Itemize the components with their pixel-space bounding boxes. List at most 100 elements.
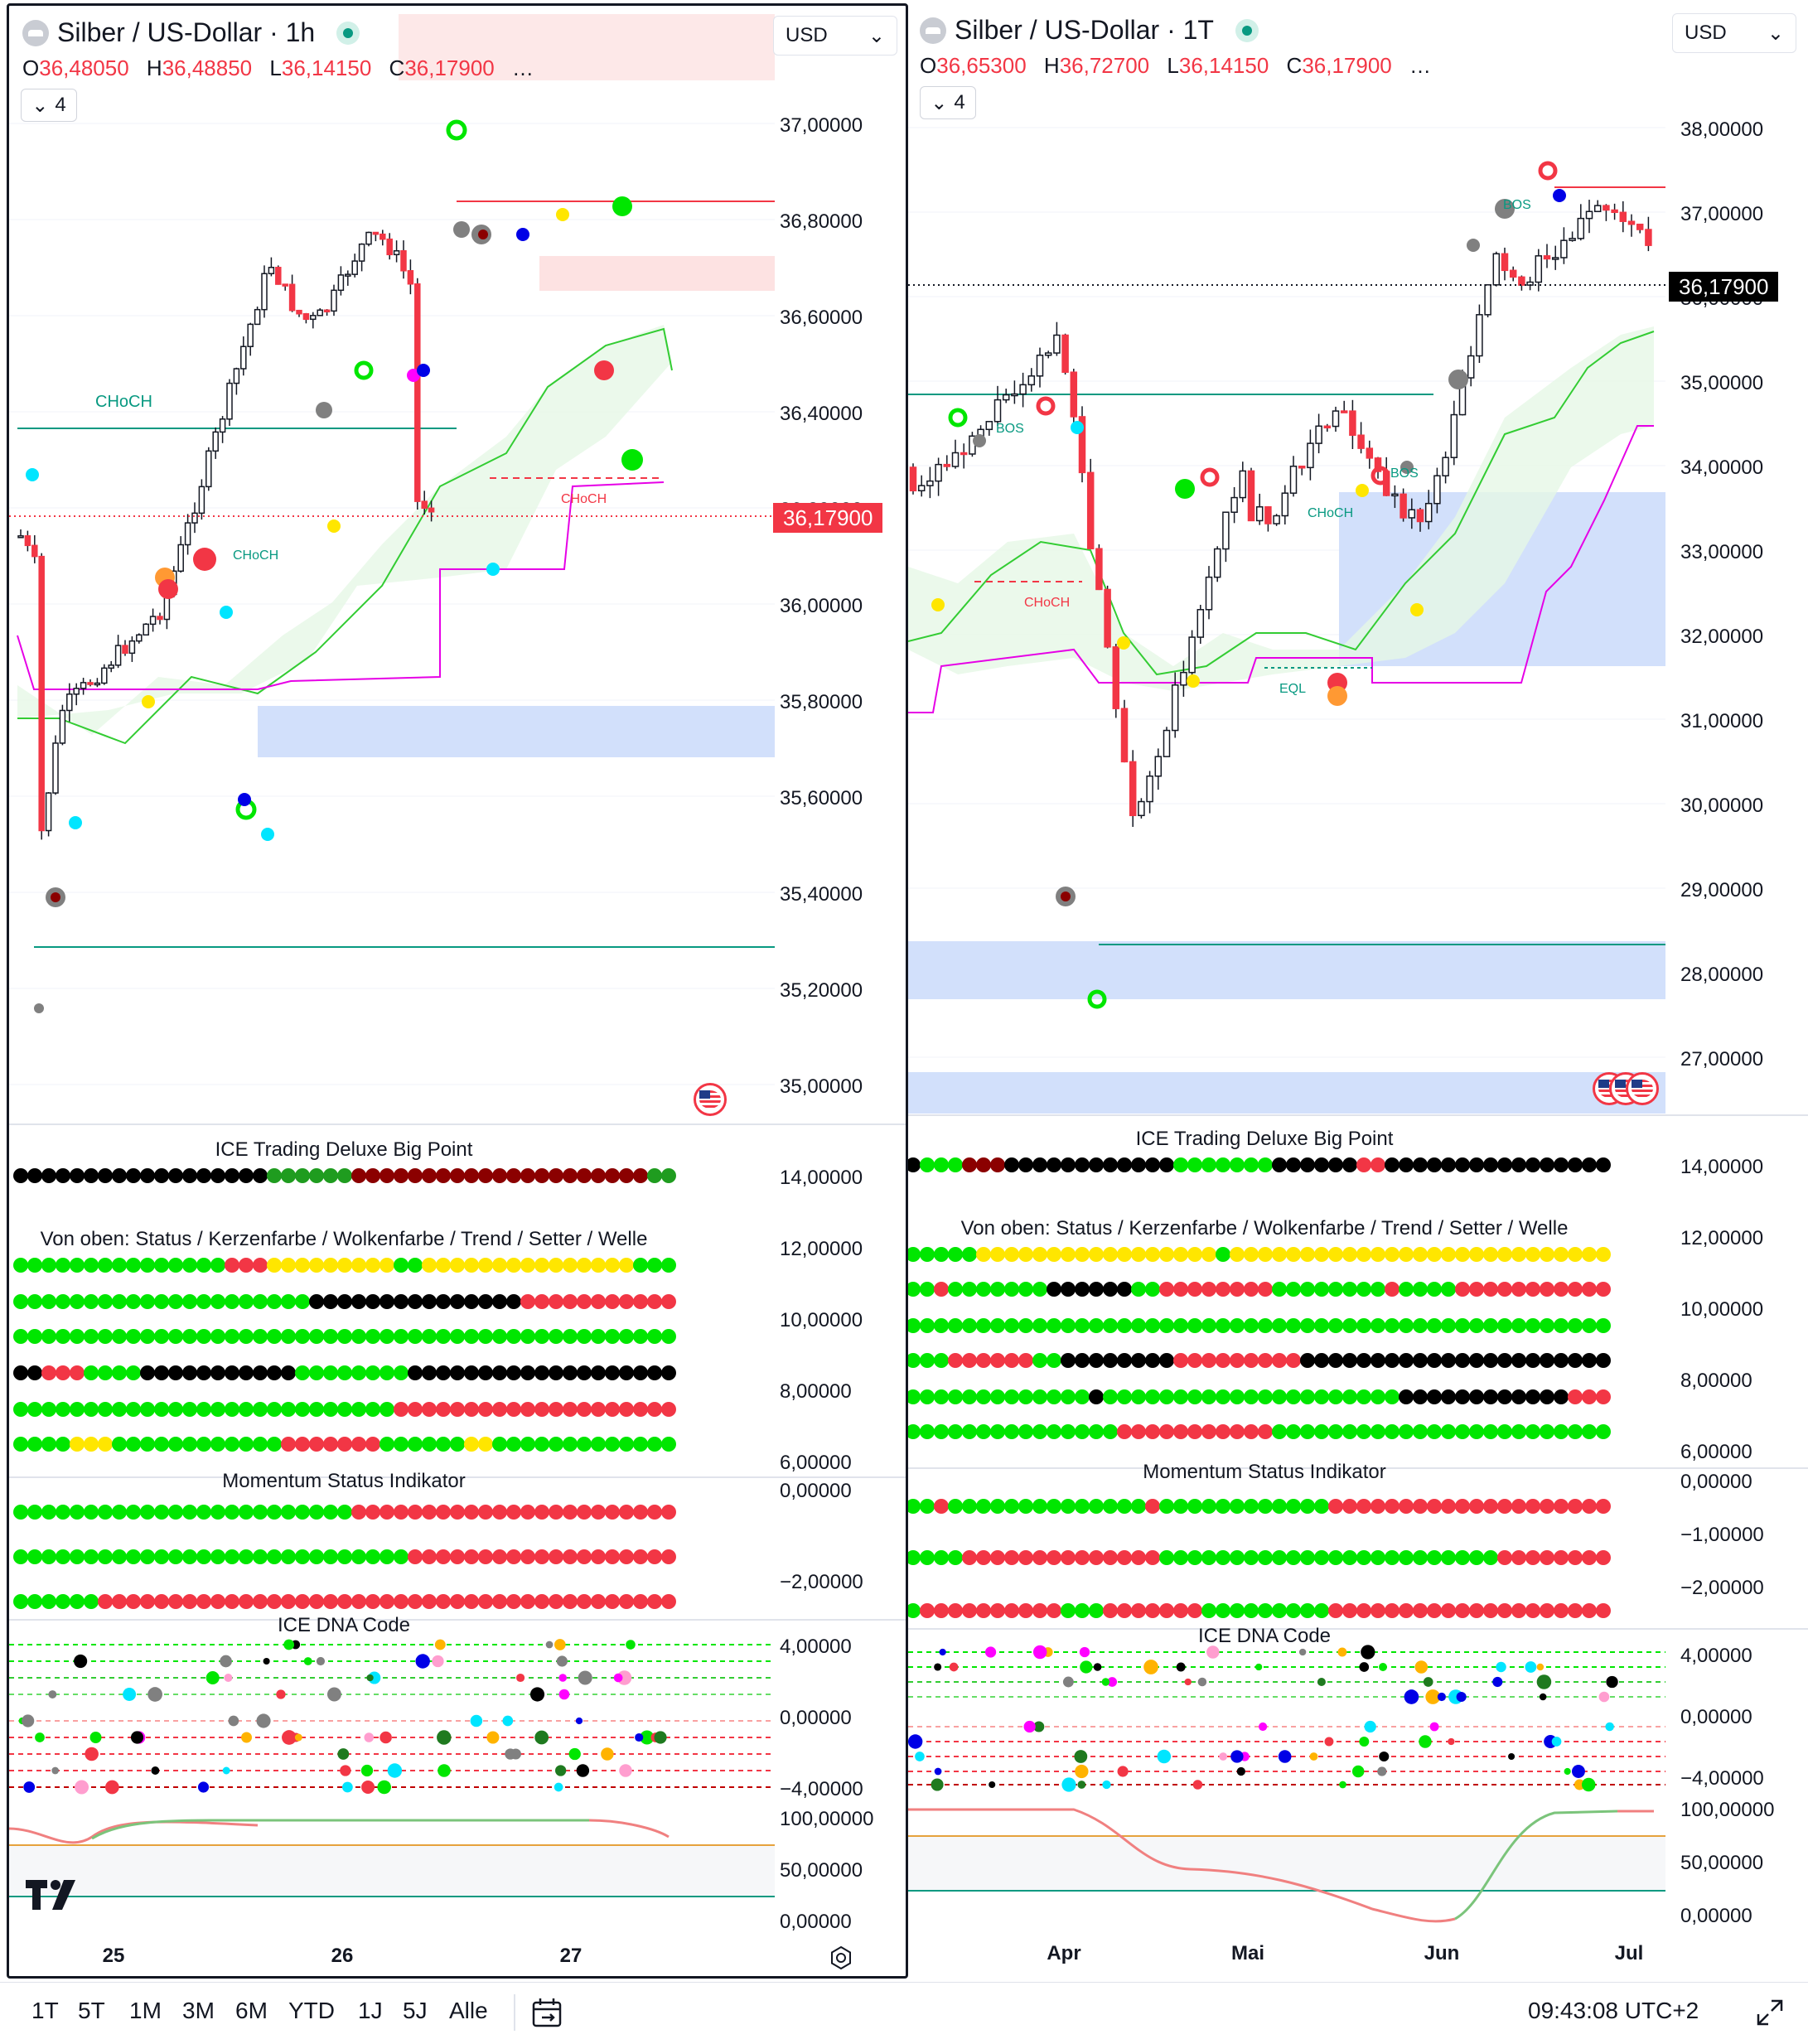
price-axis-label: 36,60000	[780, 307, 863, 329]
momentum-dot	[309, 1549, 324, 1564]
status-dot	[196, 1294, 211, 1309]
status-dot	[1385, 1318, 1400, 1333]
momentum-dot	[337, 1594, 352, 1609]
dna-dot	[1197, 1677, 1207, 1687]
candle-down	[1645, 229, 1652, 246]
us-event-flag-icon[interactable]	[1626, 1072, 1659, 1105]
dna-dot	[989, 1781, 996, 1789]
tradingview-logo[interactable]	[26, 1880, 84, 1918]
chart-canvas-hourly[interactable]: CHoCH CHoCH CHoCH 37,00000 36,80000 36,60000 3…	[9, 6, 906, 1976]
chart-canvas-daily[interactable]: BOS BOS BOS CHoCH CHoCH EQL 38,00000 37,00000 36…	[908, 3, 1808, 1974]
market-status-icon[interactable]	[1235, 18, 1259, 42]
status-dot	[1540, 1424, 1554, 1439]
momentum-dot	[394, 1549, 408, 1564]
chart-pane-daily[interactable]: BOS BOS BOS CHoCH CHoCH EQL 38,00000 37,00000 36…	[908, 3, 1808, 1974]
chart-pane-hourly[interactable]: CHoCH CHoCH CHoCH 37,00000 36,80000 36,60000 3…	[7, 3, 908, 1979]
baseline-green	[17, 327, 673, 745]
chart-settings-gear-icon[interactable]	[828, 1945, 854, 1971]
candle-down	[407, 270, 414, 285]
status-dot	[1004, 1282, 1019, 1297]
bigpoint-dot	[1399, 1157, 1414, 1172]
dna-dot	[1192, 1780, 1203, 1790]
range-1J-button[interactable]: 1J	[358, 1998, 383, 2023]
range-5J-button[interactable]: 5J	[403, 1998, 428, 2023]
momentum-dot	[1201, 1499, 1216, 1514]
demand-zone	[908, 1072, 1665, 1114]
momentum-dot	[140, 1505, 155, 1520]
momentum-dot	[619, 1549, 634, 1564]
range-3M-button[interactable]: 3M	[182, 1998, 215, 2023]
status-dot	[577, 1402, 592, 1417]
structure-label: CHoCH	[1308, 506, 1353, 520]
status-dot	[1145, 1247, 1160, 1262]
status-dot	[1596, 1318, 1611, 1333]
status-dot	[210, 1294, 225, 1309]
status-dot	[1314, 1424, 1329, 1439]
candle-up	[917, 485, 926, 492]
status-dot	[1244, 1247, 1259, 1262]
range-alle-button[interactable]: Alle	[449, 1998, 488, 2023]
signal-dot-marker	[621, 449, 643, 471]
bigpoint-dot	[1061, 1157, 1076, 1172]
price-axis-label: 36,40000	[780, 403, 863, 425]
status-dot	[394, 1437, 408, 1452]
momentum-dot	[1018, 1550, 1033, 1565]
currency-select[interactable]: USD ⌄	[773, 16, 897, 56]
clock-timezone[interactable]: 09:43:08 UTC+2	[1528, 1998, 1699, 2023]
symbol-title[interactable]: Silber / US-Dollar · 1T	[955, 15, 1214, 45]
status-dot	[563, 1365, 578, 1380]
indicator-collapse-button[interactable]: ⌄ 4	[21, 89, 77, 122]
candle-down	[1086, 471, 1095, 549]
momentum-dot	[1483, 1499, 1498, 1514]
market-status-icon[interactable]	[336, 21, 360, 45]
momentum-dot	[1413, 1499, 1428, 1514]
status-dot	[1525, 1389, 1540, 1404]
status-dot	[1117, 1389, 1132, 1404]
status-dot	[337, 1365, 352, 1380]
momentum-dot	[492, 1549, 507, 1564]
symbol-header[interactable]: Silber / US-Dollar · 1T	[920, 15, 1259, 46]
status-dot	[464, 1258, 479, 1273]
candle-up	[80, 682, 87, 689]
range-1T-button[interactable]: 1T	[31, 1998, 59, 2023]
momentum-dot	[1032, 1603, 1047, 1618]
momentum-dot	[225, 1594, 239, 1609]
x-label-mai: Mai	[1230, 1942, 1265, 1964]
bottom-toolbar: 1T 5T 1M 3M 6M YTD 1J 5J Alle 09:43:08 U…	[0, 1982, 1808, 2044]
symbol-title[interactable]: Silber / US-Dollar · 1h	[57, 17, 316, 47]
range-YTD-button[interactable]: YTD	[288, 1998, 335, 2023]
bigpoint-dot	[394, 1168, 408, 1183]
fullscreen-icon[interactable]	[1755, 1998, 1785, 2032]
bigpoint-dot	[1371, 1157, 1385, 1172]
status-dot	[84, 1365, 99, 1380]
bigpoint-dot	[1244, 1157, 1259, 1172]
momentum-dot	[13, 1594, 28, 1609]
bigpoint-dot	[1103, 1157, 1118, 1172]
candle-up	[1442, 457, 1449, 476]
us-event-flag-icon[interactable]	[694, 1083, 727, 1116]
currency-select[interactable]: USD ⌄	[1672, 13, 1796, 53]
status-dot	[1413, 1353, 1428, 1368]
status-dot	[1117, 1353, 1132, 1368]
status-dot	[281, 1329, 296, 1344]
baseline-magenta	[17, 481, 665, 690]
status-dot	[379, 1402, 394, 1417]
momentum-dot	[436, 1505, 451, 1520]
structure-label: CHoCH	[95, 393, 152, 411]
status-dot	[1187, 1424, 1202, 1439]
status-dot	[253, 1294, 268, 1309]
status-dot	[976, 1282, 991, 1297]
indicator-collapse-button[interactable]: ⌄ 4	[920, 86, 976, 119]
range-5T-button[interactable]: 5T	[78, 1998, 105, 2023]
dna-dot	[1184, 1678, 1192, 1686]
date-range-calendar-icon[interactable]	[530, 1996, 563, 2033]
status-dot	[549, 1402, 563, 1417]
momentum-dot	[337, 1505, 352, 1520]
bigpoint-dot	[1455, 1157, 1470, 1172]
momentum-dot	[379, 1594, 394, 1609]
range-1M-button[interactable]: 1M	[129, 1998, 162, 2023]
momentum-dot	[534, 1594, 549, 1609]
symbol-header[interactable]: Silber / US-Dollar · 1h	[22, 17, 360, 48]
range-6M-button[interactable]: 6M	[235, 1998, 268, 2023]
status-dot	[1385, 1353, 1400, 1368]
